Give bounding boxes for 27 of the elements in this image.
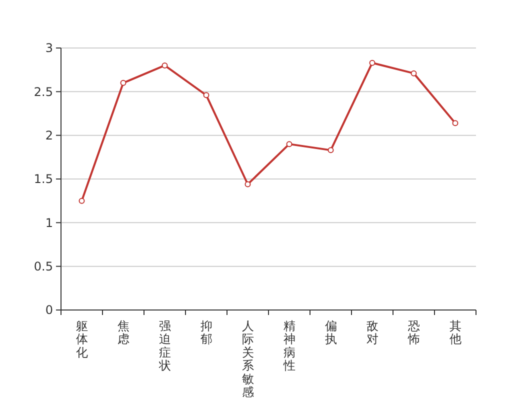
x-tick-label: 恐怖: [406, 319, 420, 346]
y-tick-label: 2: [45, 128, 53, 143]
y-tick-label: 0: [45, 303, 53, 318]
point: [78, 198, 85, 204]
point: [162, 62, 168, 68]
y-tick-label: 1: [45, 216, 53, 230]
x-tick-label: 焦虑: [117, 319, 130, 346]
x-tick-label: 敌对: [366, 319, 378, 346]
point: [203, 92, 210, 98]
y-tick-label: 0.5: [34, 260, 53, 274]
x-tick-label: 躯体化: [76, 319, 88, 360]
point: [244, 181, 251, 188]
x-tick-label: 抑郁: [200, 319, 212, 346]
y-tick-label: 2.5: [34, 84, 53, 99]
point: [410, 70, 417, 76]
point: [286, 141, 292, 148]
point: [369, 60, 376, 66]
point: [452, 120, 458, 126]
y-tick-label: 1.5: [34, 172, 53, 186]
x-tick-label: 偏执: [324, 319, 337, 346]
y-tick-label: 3: [45, 41, 53, 56]
point: [120, 80, 126, 86]
x-tick-label: 强迫症状: [158, 319, 171, 373]
x-tick-label: 人际关系敏感: [242, 319, 254, 399]
x-tick-label: 其他: [449, 319, 462, 346]
point: [328, 147, 334, 154]
x-tick-label: 精神病性: [282, 319, 296, 373]
